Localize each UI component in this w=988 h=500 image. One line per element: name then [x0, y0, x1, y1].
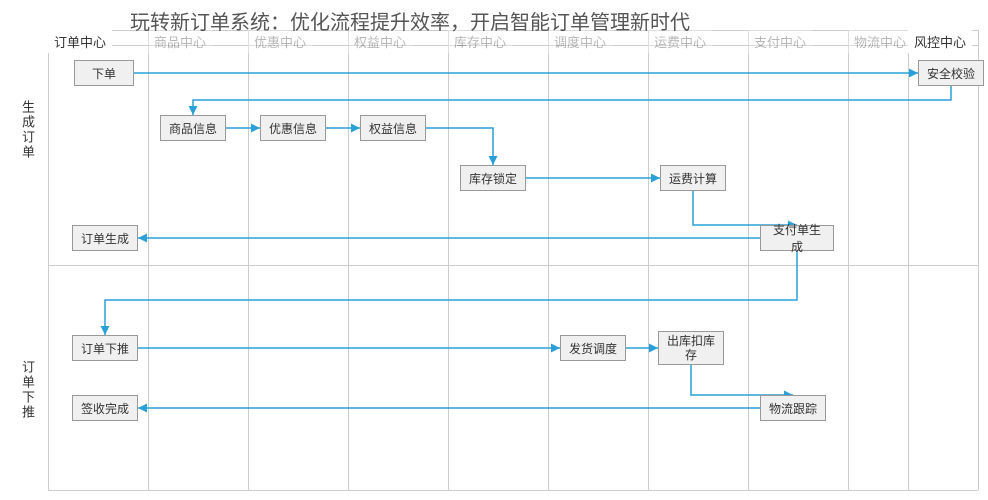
connector	[105, 251, 797, 335]
node-lock-stock: 库存锁定	[460, 165, 526, 191]
grid-line-vertical	[548, 30, 549, 490]
node-sign-done: 签收完成	[72, 395, 138, 421]
node-dispatch: 发货调度	[560, 335, 626, 361]
grid-line-vertical	[748, 30, 749, 490]
node-freight: 运费计算	[660, 165, 726, 191]
grid-line-vertical	[978, 30, 979, 490]
connector	[426, 128, 493, 165]
connector	[193, 86, 951, 115]
node-pay-gen: 支付单生成	[760, 225, 834, 251]
column-header: 风控中心	[908, 30, 972, 53]
grid-line-horizontal	[48, 265, 978, 266]
node-logistics: 物流跟踪	[760, 395, 826, 421]
row-label: 生成订单	[18, 100, 37, 160]
grid-line-vertical	[648, 30, 649, 490]
column-header: 物流中心	[848, 30, 912, 53]
node-promo-info: 优惠信息	[260, 115, 326, 141]
grid-line-horizontal	[48, 490, 978, 491]
connector	[693, 191, 797, 225]
grid-line-vertical	[48, 30, 49, 490]
column-header: 支付中心	[748, 30, 812, 53]
page-title: 玩转新订单系统：优化流程提升效率，开启智能订单管理新时代	[130, 6, 690, 35]
grid-line-vertical	[908, 30, 909, 490]
node-order-push: 订单下推	[72, 335, 138, 361]
grid-line-vertical	[848, 30, 849, 490]
grid-line-vertical	[148, 30, 149, 490]
node-product-info: 商品信息	[160, 115, 226, 141]
node-rights-info: 权益信息	[360, 115, 426, 141]
node-deduct-stock: 出库扣库存	[658, 331, 724, 365]
node-security: 安全校验	[918, 60, 984, 86]
column-header: 订单中心	[48, 30, 112, 53]
grid-line-vertical	[448, 30, 449, 490]
node-order-gen: 订单生成	[72, 225, 138, 251]
row-label: 订单下推	[18, 360, 37, 420]
grid-line-vertical	[248, 30, 249, 490]
connector	[691, 365, 793, 395]
node-place-order: 下单	[74, 60, 134, 86]
grid-line-vertical	[348, 30, 349, 490]
